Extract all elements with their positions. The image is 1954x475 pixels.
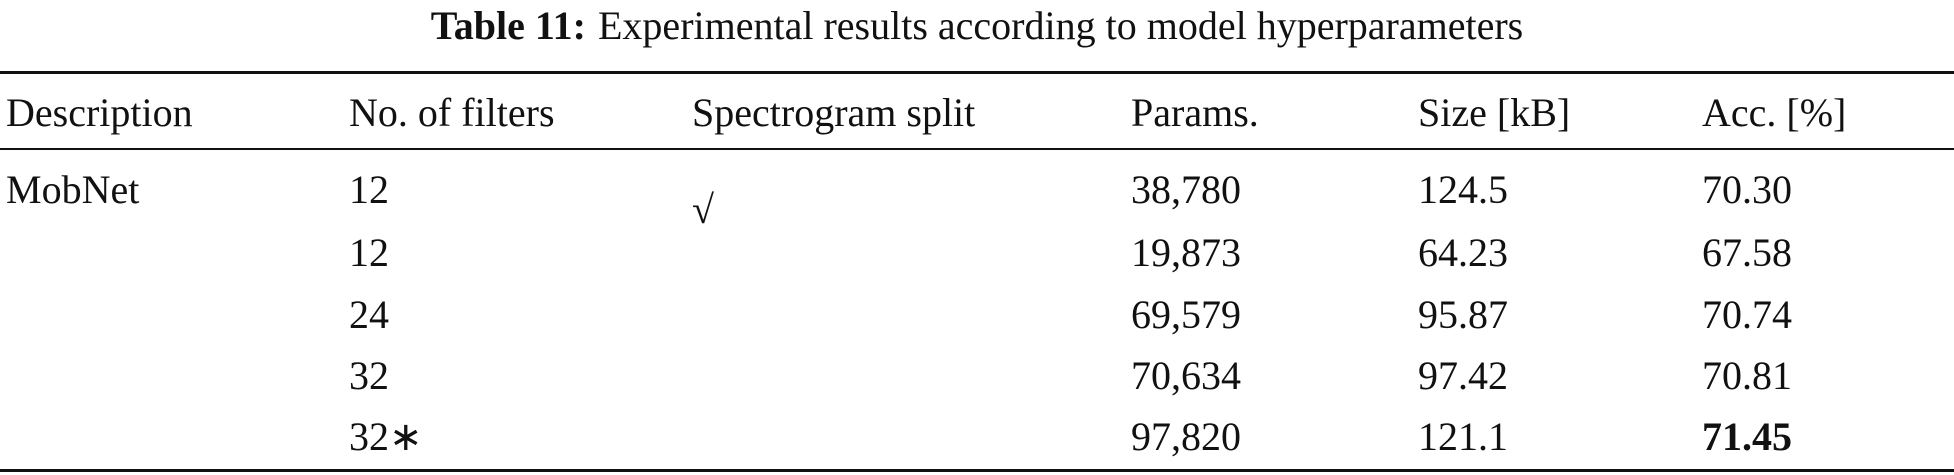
table-cell: MobNet <box>6 167 140 212</box>
table-cell: 97.42 <box>1418 353 1508 398</box>
header-cell: No. of filters <box>349 90 555 135</box>
table-cell: 124.5 <box>1418 167 1508 212</box>
table-cell: 70,634 <box>1131 353 1241 398</box>
table-cell: 32 <box>349 353 389 398</box>
header-cell: Description <box>6 90 193 135</box>
header-cell: Spectrogram split <box>692 90 976 135</box>
table-cell: 32∗ <box>349 414 423 459</box>
table-caption: Table 11: Experimental results according … <box>0 6 1954 46</box>
table-cell: 70.30 <box>1702 167 1792 212</box>
top-rule <box>0 71 1954 74</box>
table-cell: 64.23 <box>1418 230 1508 275</box>
table-cell: 19,873 <box>1131 230 1241 275</box>
table-cell: 12 <box>349 167 389 212</box>
header-cell: Acc. [%] <box>1702 90 1847 135</box>
header-cell: Params. <box>1131 90 1259 135</box>
table-cell: √ <box>692 187 714 232</box>
caption-label: Table 11: <box>430 3 586 48</box>
table-cell: 70.74 <box>1702 292 1792 337</box>
table-cell: 38,780 <box>1131 167 1241 212</box>
bottom-rule <box>0 469 1954 472</box>
header-cell: Size [kB] <box>1418 90 1571 135</box>
table-cell: 24 <box>349 292 389 337</box>
table-cell: 67.58 <box>1702 230 1792 275</box>
table-cell: 97,820 <box>1131 414 1241 459</box>
caption-text: Experimental results according to model … <box>598 3 1524 48</box>
table-cell: 12 <box>349 230 389 275</box>
table-cell: 71.45 <box>1702 414 1792 459</box>
table-cell: 69,579 <box>1131 292 1241 337</box>
table-cell: 121.1 <box>1418 414 1508 459</box>
table-cell: 95.87 <box>1418 292 1508 337</box>
mid-rule <box>0 148 1954 150</box>
table-cell: 70.81 <box>1702 353 1792 398</box>
